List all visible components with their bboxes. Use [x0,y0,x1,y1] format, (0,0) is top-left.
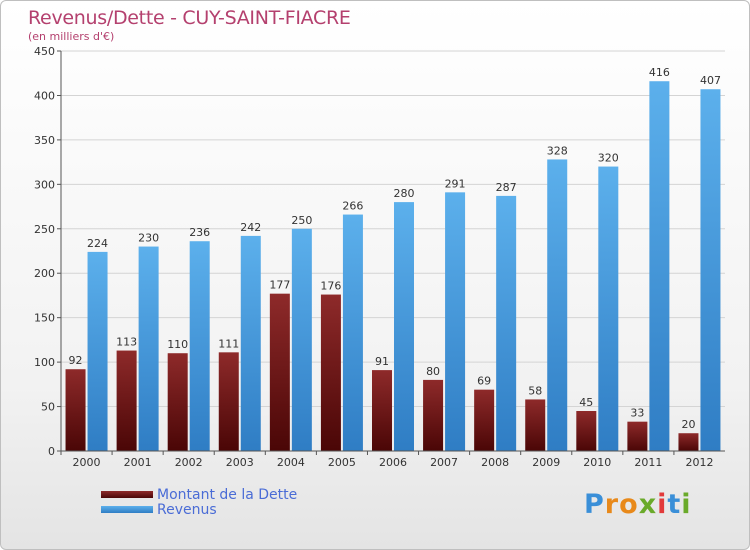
x-tick-label: 2003 [226,456,254,469]
x-tick-label: 2001 [124,456,152,469]
data-label-revenue: 230 [138,232,159,245]
data-label-debt: 69 [477,375,491,388]
x-tick-label: 2008 [481,456,509,469]
bar-debt [320,294,341,451]
bar-debt [167,353,188,451]
y-tick-label: 450 [34,45,55,58]
x-tick-label: 2005 [328,456,356,469]
data-label-debt: 113 [116,336,137,349]
bar-revenue [496,195,517,451]
y-tick-label: 300 [34,178,55,191]
y-tick-label: 0 [48,445,55,458]
x-tick-label: 2011 [634,456,662,469]
bar-debt [525,399,546,451]
x-tick-label: 2012 [685,456,713,469]
bar-debt [576,411,597,451]
bar-revenue [138,246,159,451]
data-label-debt: 20 [681,418,695,431]
y-tick-label: 100 [34,356,55,369]
bar-revenue [394,202,414,451]
data-label-revenue: 320 [598,152,619,165]
y-tick-label: 200 [34,267,55,280]
bar-revenue [649,81,670,451]
x-tick-label: 2006 [379,456,407,469]
data-label-revenue: 328 [547,144,568,157]
data-label-revenue: 291 [445,177,466,190]
y-tick-label: 400 [34,89,55,102]
legend-swatch-debt [101,491,153,498]
bar-debt [627,421,648,451]
legend-item-debt: Montant de la Dette [101,486,298,503]
data-label-revenue: 416 [649,66,670,79]
logo-letter: x [638,489,658,520]
data-label-revenue: 280 [394,187,415,200]
data-label-debt: 91 [375,355,389,368]
bar-revenue [547,159,568,451]
data-label-debt: 80 [426,365,440,378]
data-label-debt: 33 [630,407,644,420]
bar-revenue [189,241,210,451]
chart-subtitle: (en milliers d'€) [28,30,115,43]
y-tick-label: 250 [34,223,55,236]
data-label-debt: 110 [167,338,188,351]
proxiti-logo: Proxiti [584,489,692,520]
bar-debt [474,389,495,451]
data-label-revenue: 242 [240,221,261,234]
x-tick-label: 2010 [583,456,611,469]
legend-item-revenue: Revenus [101,501,297,518]
logo-letter: P [584,489,605,520]
legend-label-revenue: Revenus [157,501,217,518]
x-tick-label: 2000 [73,456,101,469]
bar-revenue [700,89,721,451]
bar-revenue [291,228,312,451]
bar-debt [372,370,392,451]
logo-letter: i [657,489,668,520]
legend-swatch-revenue [101,506,153,513]
data-label-debt: 111 [218,337,239,350]
y-tick-label: 50 [41,401,55,414]
bar-revenue [240,235,261,451]
bar-revenue [445,192,466,452]
bar-debt [269,293,290,451]
data-label-debt: 58 [528,384,542,397]
data-label-revenue: 250 [291,214,312,227]
bar-debt [218,352,239,451]
data-label-revenue: 236 [189,226,210,239]
bar-revenue [342,214,363,451]
chart-title: Revenus/Dette - CUY-SAINT-FIACRE [28,7,351,29]
data-label-revenue: 266 [342,200,363,213]
bar-revenue [87,251,108,451]
logo-letter: i [681,489,692,520]
logo-letter: o [619,489,639,520]
x-tick-label: 2004 [277,456,305,469]
bar-debt [423,379,444,451]
bar-debt [116,350,137,451]
bar-debt [65,369,86,451]
bar-revenue [598,166,619,452]
data-label-debt: 177 [269,279,290,292]
y-tick-label: 150 [34,312,55,325]
data-label-debt: 92 [69,354,83,367]
x-tick-label: 2009 [532,456,560,469]
logo-letter: r [604,489,620,520]
legend-label-debt: Montant de la Dette [157,486,298,503]
x-tick-label: 2007 [430,456,458,469]
data-label-debt: 45 [579,396,593,409]
bar-debt [678,433,699,451]
data-label-revenue: 224 [87,237,108,250]
chart-legend: Montant de la Dette Revenus [101,486,298,518]
logo-letter: t [667,489,682,520]
x-tick-label: 2002 [175,456,203,469]
data-label-revenue: 287 [496,181,517,194]
data-label-revenue: 407 [700,74,721,87]
y-tick-label: 350 [34,134,55,147]
data-label-debt: 176 [320,280,341,293]
